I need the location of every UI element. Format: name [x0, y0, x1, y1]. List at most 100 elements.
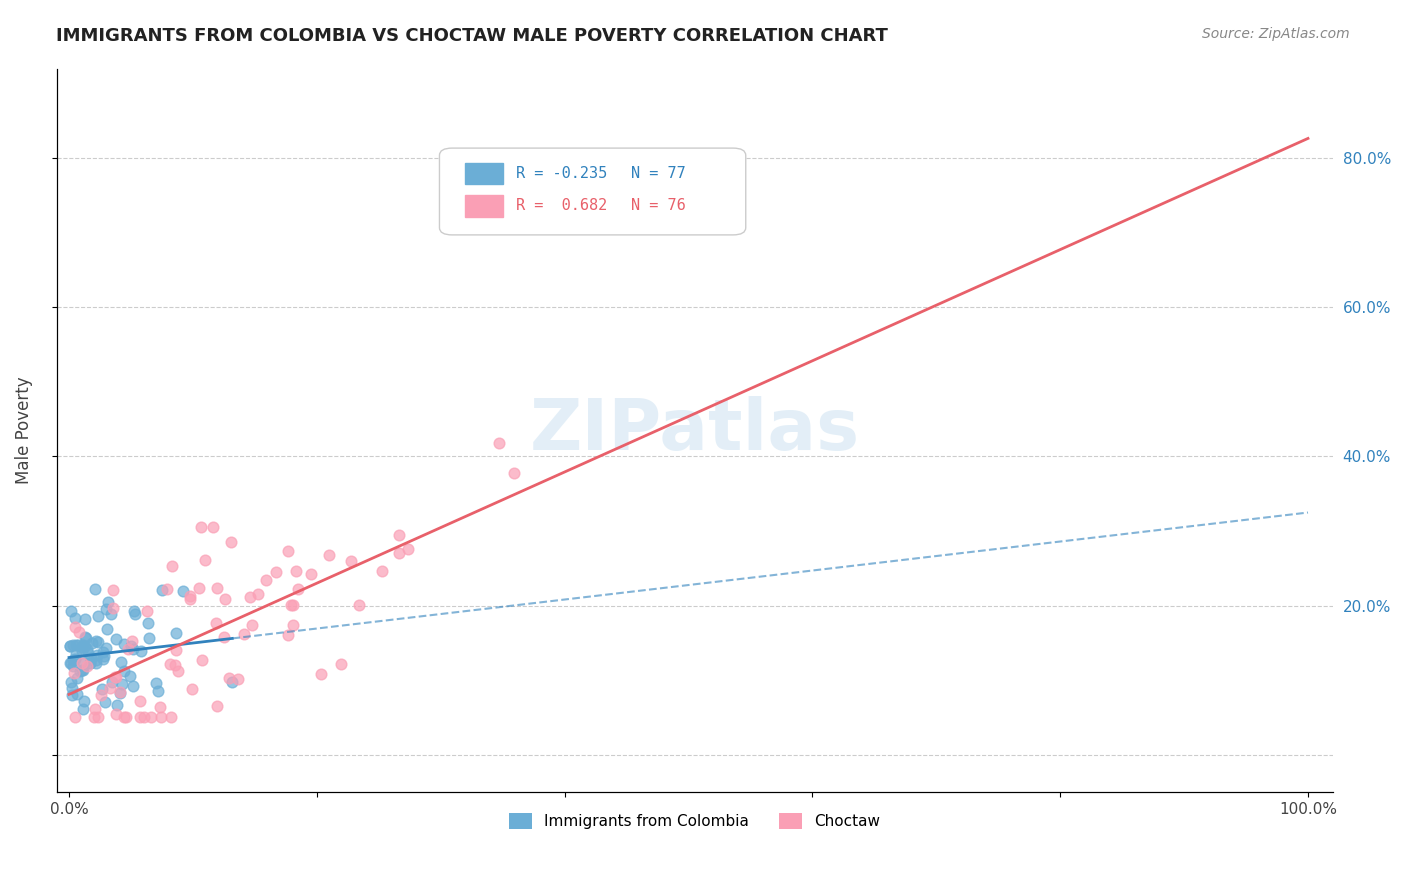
Point	[63, 619, 86, 633]
Point	[165, 658, 187, 673]
Point	[62, 638, 84, 652]
Point	[63, 710, 86, 724]
Point	[117, 642, 139, 657]
Point	[124, 607, 146, 621]
Text: N = 76: N = 76	[631, 199, 686, 213]
Point	[180, 681, 202, 696]
Point	[63, 652, 86, 666]
Point	[488, 435, 510, 450]
Point	[83, 710, 105, 724]
Text: N = 77: N = 77	[631, 166, 686, 181]
Point	[150, 583, 173, 598]
Point	[67, 624, 90, 639]
Point	[388, 527, 411, 541]
Point	[207, 581, 229, 595]
Point	[72, 640, 94, 655]
Point	[159, 657, 181, 672]
Point	[160, 710, 183, 724]
Point	[214, 592, 236, 607]
Point	[207, 699, 229, 714]
Point	[62, 688, 84, 702]
Point	[162, 558, 184, 573]
Point	[93, 648, 115, 663]
Point	[86, 657, 108, 671]
Text: IMMIGRANTS FROM COLOMBIA VS CHOCTAW MALE POVERTY CORRELATION CHART: IMMIGRANTS FROM COLOMBIA VS CHOCTAW MALE…	[56, 27, 889, 45]
Point	[72, 702, 94, 716]
Point	[72, 663, 94, 677]
Point	[285, 564, 308, 578]
Point	[105, 698, 128, 712]
Point	[145, 675, 167, 690]
Point	[309, 667, 332, 681]
Point	[96, 601, 118, 615]
FancyBboxPatch shape	[440, 148, 745, 235]
Text: Source: ZipAtlas.com: Source: ZipAtlas.com	[1202, 27, 1350, 41]
Point	[172, 584, 194, 599]
Point	[100, 607, 122, 621]
Point	[340, 554, 363, 568]
Point	[165, 643, 187, 657]
Point	[98, 681, 121, 695]
Point	[136, 604, 159, 618]
Bar	[465, 195, 503, 217]
Point	[91, 645, 114, 659]
Point	[63, 610, 86, 624]
Point	[103, 601, 125, 615]
Point	[59, 639, 82, 653]
Point	[90, 688, 112, 702]
Point	[91, 681, 114, 696]
Point	[112, 710, 135, 724]
Point	[62, 658, 84, 673]
Point	[221, 535, 243, 549]
Point	[240, 618, 263, 632]
Point	[72, 657, 94, 671]
Point	[66, 671, 89, 685]
Point	[97, 595, 120, 609]
Point	[62, 652, 84, 666]
Point	[101, 582, 124, 597]
Point	[111, 677, 134, 691]
Point	[122, 604, 145, 618]
Point	[221, 675, 243, 690]
Point	[179, 591, 201, 606]
Point	[218, 671, 240, 685]
Point	[136, 615, 159, 630]
Point	[246, 587, 269, 601]
Point	[79, 657, 101, 671]
Point	[91, 652, 114, 666]
Point	[86, 648, 108, 662]
Point	[79, 650, 101, 665]
Point	[238, 590, 260, 604]
Point	[112, 664, 135, 678]
Point	[83, 582, 105, 597]
Point	[110, 686, 132, 700]
Point	[60, 681, 83, 696]
Y-axis label: Male Poverty: Male Poverty	[15, 376, 32, 484]
Point	[59, 656, 82, 670]
Point	[66, 687, 89, 701]
Point	[67, 639, 90, 653]
Point	[347, 599, 370, 613]
Point	[112, 637, 135, 651]
Point	[129, 644, 152, 658]
Point	[128, 694, 150, 708]
Point	[283, 618, 305, 632]
Point	[70, 644, 93, 658]
Point	[120, 639, 142, 653]
Point	[299, 566, 322, 581]
Legend: Immigrants from Colombia, Choctaw: Immigrants from Colombia, Choctaw	[503, 806, 887, 835]
Point	[277, 543, 299, 558]
Text: ZIPatlas: ZIPatlas	[530, 396, 859, 465]
Point	[396, 542, 419, 557]
Point	[94, 695, 117, 709]
Point	[110, 655, 132, 669]
Point	[84, 701, 107, 715]
Point	[149, 710, 172, 724]
Point	[75, 631, 97, 645]
Point	[84, 652, 107, 666]
Point	[73, 693, 96, 707]
Point	[202, 520, 225, 534]
Point	[193, 553, 215, 567]
Point	[104, 632, 127, 646]
Point	[149, 699, 172, 714]
